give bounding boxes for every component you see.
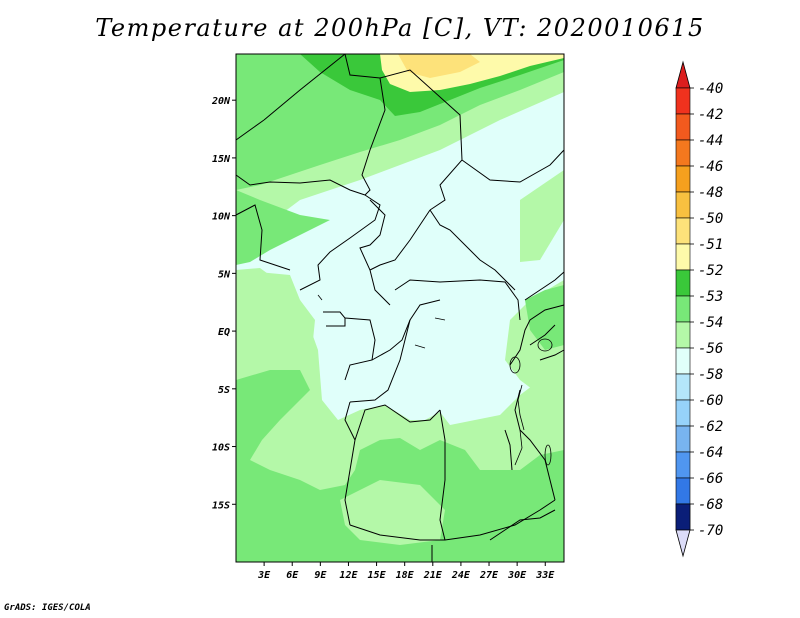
lat-tick-label: EQ bbox=[218, 327, 230, 338]
country-borders bbox=[235, 53, 565, 562]
colorbar-label: -50 bbox=[698, 211, 723, 227]
lon-tick-label: 15E bbox=[368, 570, 387, 581]
colorbar-swatch bbox=[675, 295, 691, 323]
colorbar: -40 -42 -44 -46 -48 -50 -51 -52 -53 -54 -56 -58 -60 -… bbox=[675, 60, 723, 558]
colorbar-label: -53 bbox=[698, 289, 723, 305]
colorbar-label: -64 bbox=[698, 445, 723, 461]
lon-tick-label: 3E bbox=[257, 570, 271, 581]
colorbar-label: -46 bbox=[698, 159, 723, 175]
map-panel bbox=[235, 53, 565, 562]
field-northeast-53 bbox=[520, 170, 564, 262]
lon-tick-label: 27E bbox=[479, 570, 499, 581]
lakes bbox=[317, 294, 553, 466]
lon-tick-label: 6E bbox=[286, 570, 299, 581]
colorbar-label: -48 bbox=[698, 185, 723, 201]
lat-tick-label: 20N bbox=[211, 96, 231, 107]
map-frame bbox=[235, 53, 565, 563]
field-north-48 bbox=[398, 54, 480, 78]
colorbar-swatch bbox=[675, 269, 691, 297]
colorbar-swatch bbox=[675, 451, 691, 479]
map-title: Temperature at 200hPa [C], VT: 202001061… bbox=[95, 14, 705, 42]
colorbar-label: -58 bbox=[698, 367, 723, 383]
grads-credit: GrADS: IGES/COLA bbox=[4, 603, 91, 613]
colorbar-label: -42 bbox=[698, 107, 723, 123]
colorbar-swatch bbox=[675, 243, 691, 271]
colorbar-label: -40 bbox=[698, 81, 723, 97]
colorbar-swatch bbox=[675, 425, 691, 453]
colorbar-label: -51 bbox=[698, 237, 723, 253]
colorbar-swatch bbox=[675, 139, 691, 167]
colorbar-swatch bbox=[675, 347, 691, 375]
lon-tick-label: 12E bbox=[339, 570, 358, 581]
colorbar-label: -66 bbox=[698, 471, 723, 487]
colorbar-swatch bbox=[675, 217, 691, 245]
lon-tick-label: 33E bbox=[535, 570, 555, 581]
colorbar-label: -56 bbox=[698, 341, 723, 357]
colorbar-swatch bbox=[675, 399, 691, 427]
colorbar-label: -52 bbox=[698, 263, 723, 279]
lat-tick-label: 5N bbox=[218, 269, 231, 280]
colorbar-label: -60 bbox=[698, 393, 723, 409]
colorbar-bottom-arrow bbox=[675, 529, 691, 558]
lon-tick-label: 9E bbox=[314, 570, 327, 581]
colorbar-swatch bbox=[675, 373, 691, 401]
lat-tick-label: 10S bbox=[212, 443, 230, 454]
colorbar-label: -44 bbox=[698, 133, 723, 149]
lon-tick-label: 24E bbox=[451, 570, 471, 581]
colorbar-label: -54 bbox=[698, 315, 723, 331]
field-west-53 bbox=[236, 270, 315, 365]
field-south-53b bbox=[340, 480, 445, 545]
field-east-52 bbox=[525, 285, 564, 350]
field-north-52 bbox=[236, 54, 564, 190]
colorbar-swatch bbox=[675, 113, 691, 141]
colorbar-swatch bbox=[675, 87, 691, 115]
lon-tick-label: 21E bbox=[423, 570, 443, 581]
lat-tick-label: 10N bbox=[212, 212, 231, 223]
colorbar-swatch bbox=[675, 503, 691, 531]
colorbar-swatch bbox=[675, 477, 691, 505]
colorbar-label: -68 bbox=[698, 497, 723, 513]
lon-tick-label: 18E bbox=[396, 570, 415, 581]
colorbar-label: -62 bbox=[698, 419, 723, 435]
colorbar-label: -70 bbox=[698, 523, 723, 539]
colorbar-swatch bbox=[675, 165, 691, 193]
lat-tick-label: 15S bbox=[212, 500, 230, 511]
colorbar-top-arrow bbox=[675, 60, 691, 89]
longitude-axis: 3E 6E 9E 12E 15E 18E 21E 24E 27E 30E 33E bbox=[257, 562, 555, 581]
lon-tick-label: 30E bbox=[507, 570, 527, 581]
field-south-52 bbox=[236, 370, 564, 562]
latitude-axis: 20N 15N 10N 5N EQ 5S 10S 15S bbox=[211, 96, 236, 511]
colorbar-swatch bbox=[675, 191, 691, 219]
lat-tick-label: 5S bbox=[218, 385, 230, 396]
colorbar-swatch bbox=[675, 321, 691, 349]
lat-tick-label: 15N bbox=[212, 154, 231, 165]
field-north-52b bbox=[236, 190, 330, 265]
